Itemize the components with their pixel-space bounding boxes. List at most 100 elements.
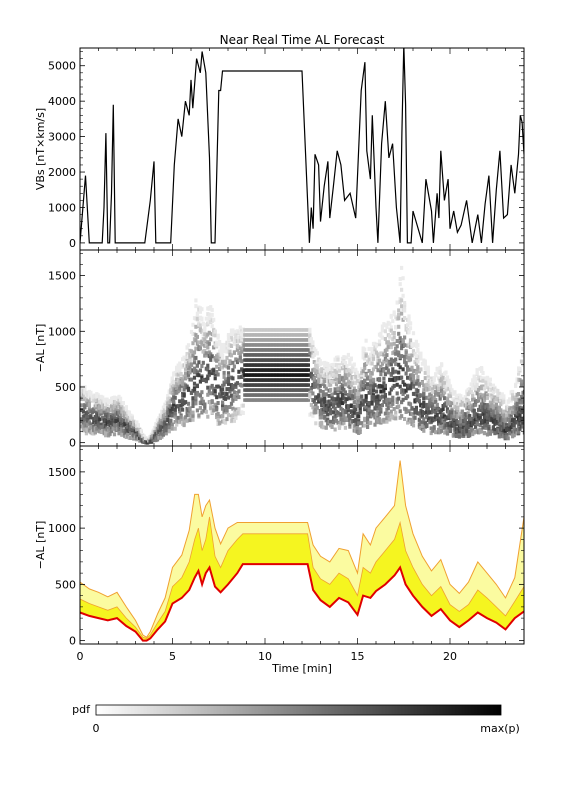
pdf-cell xyxy=(81,409,85,414)
pdf-cell xyxy=(216,414,220,419)
pdf-cell xyxy=(231,360,235,365)
pdf-cell xyxy=(194,324,198,329)
pdf-cell xyxy=(188,365,192,370)
pdf-cell xyxy=(234,357,238,362)
pdf-cell xyxy=(201,378,205,382)
pdf-cell xyxy=(517,392,521,396)
pdf-cell xyxy=(518,367,522,371)
pdf-cell xyxy=(336,392,340,397)
pdf-cell xyxy=(315,351,319,356)
pdf-cell xyxy=(388,334,392,339)
x-tick-label: 5 xyxy=(169,650,176,663)
pdf-cell xyxy=(497,434,501,439)
pdf-cell xyxy=(226,379,231,383)
pdf-cell xyxy=(185,413,189,417)
pdf-cell xyxy=(204,409,208,414)
pdf-cell xyxy=(397,362,401,367)
pdf-cell xyxy=(521,396,524,401)
pdf-cell xyxy=(511,389,515,394)
colorbar-gradient xyxy=(95,704,502,716)
pdf-cell xyxy=(336,410,340,415)
pdf-cell xyxy=(235,381,239,386)
pdf-cell xyxy=(192,375,197,380)
pdf-cell xyxy=(333,390,337,395)
pdf-cell xyxy=(83,388,87,393)
pdf-cell xyxy=(437,418,441,423)
pdf-cell xyxy=(343,390,347,395)
pdf-cell xyxy=(340,366,345,371)
pdf-cell xyxy=(391,398,395,403)
pdf-cell xyxy=(426,367,430,372)
pdf-cell xyxy=(158,426,162,431)
pdf-cell xyxy=(320,361,324,366)
pdf-cell xyxy=(385,358,389,363)
pdf-cell xyxy=(379,409,383,414)
pdf-cell xyxy=(164,423,168,428)
pdf-cell xyxy=(237,407,241,411)
pdf-cell xyxy=(423,421,427,426)
pdf-cell xyxy=(179,418,183,423)
pdf-cell xyxy=(191,410,195,415)
pdf-cell xyxy=(118,417,123,422)
pdf-cell xyxy=(440,428,444,433)
pdf-cell xyxy=(388,400,392,405)
pdf-cell xyxy=(388,417,392,422)
pdf-cell xyxy=(363,378,367,383)
x-tick-label: 15 xyxy=(351,650,365,663)
pdf-cell xyxy=(389,409,393,414)
pdf-cell xyxy=(466,398,470,403)
pdf-cell xyxy=(203,326,207,331)
pdf-cell xyxy=(517,371,521,376)
pdf-cell xyxy=(463,418,467,423)
pdf-cell xyxy=(345,416,349,421)
pdf-cell xyxy=(203,328,207,333)
pdf-cell xyxy=(406,323,410,328)
pdf-cell xyxy=(478,416,482,420)
pdf-cell xyxy=(80,403,84,408)
pdf-cell xyxy=(234,384,238,389)
pdf-cell xyxy=(228,360,232,365)
pdf-cell xyxy=(86,422,90,427)
pdf-cell xyxy=(164,431,168,436)
pdf-cell xyxy=(210,312,214,317)
pdf-cell xyxy=(394,325,398,330)
pdf-cell xyxy=(417,399,421,404)
pdf-cell xyxy=(385,400,389,405)
pdf-cell xyxy=(228,389,232,394)
pdf-cell xyxy=(215,364,219,369)
pdf-cell xyxy=(403,335,407,340)
pdf-cell xyxy=(231,387,235,392)
pdf-cell xyxy=(361,387,365,392)
vbs-panel: 0 1000 2000 3000 4000 5000 VBs [nT×km/s] xyxy=(34,47,525,251)
pdf-cell xyxy=(478,378,482,383)
pdf-cell xyxy=(487,424,491,429)
pdf-cell xyxy=(397,331,401,336)
pdf-cell xyxy=(306,358,310,362)
pdf-cell xyxy=(232,364,236,369)
pdf-cell xyxy=(237,389,241,394)
pdf-cell xyxy=(512,432,516,437)
pdf-cell xyxy=(237,395,241,400)
pdf-cell xyxy=(226,371,231,376)
pdf-cell xyxy=(330,392,334,397)
pdf-cell xyxy=(382,381,386,386)
x-axis-label: Time [min] xyxy=(271,662,332,675)
pdf-cell xyxy=(110,404,114,409)
pdf-cell xyxy=(477,407,481,412)
pdf-cell xyxy=(213,392,217,397)
pdf-cell xyxy=(522,412,524,417)
pdf-cell xyxy=(388,391,392,396)
pdf-cell xyxy=(226,395,231,400)
pdf-cell xyxy=(232,342,236,347)
pdf-cell xyxy=(161,432,165,437)
pdf-cell xyxy=(207,341,211,346)
pdf-cell xyxy=(345,363,349,368)
pdf-cell xyxy=(408,385,413,390)
pdf-cell xyxy=(422,400,426,405)
pdf-cell xyxy=(477,398,481,403)
pdf-cell xyxy=(229,353,234,358)
pdf-cell xyxy=(397,324,401,329)
pdf-cell xyxy=(404,388,408,393)
pdf-cell xyxy=(182,355,186,360)
pdf-cell xyxy=(189,349,194,354)
